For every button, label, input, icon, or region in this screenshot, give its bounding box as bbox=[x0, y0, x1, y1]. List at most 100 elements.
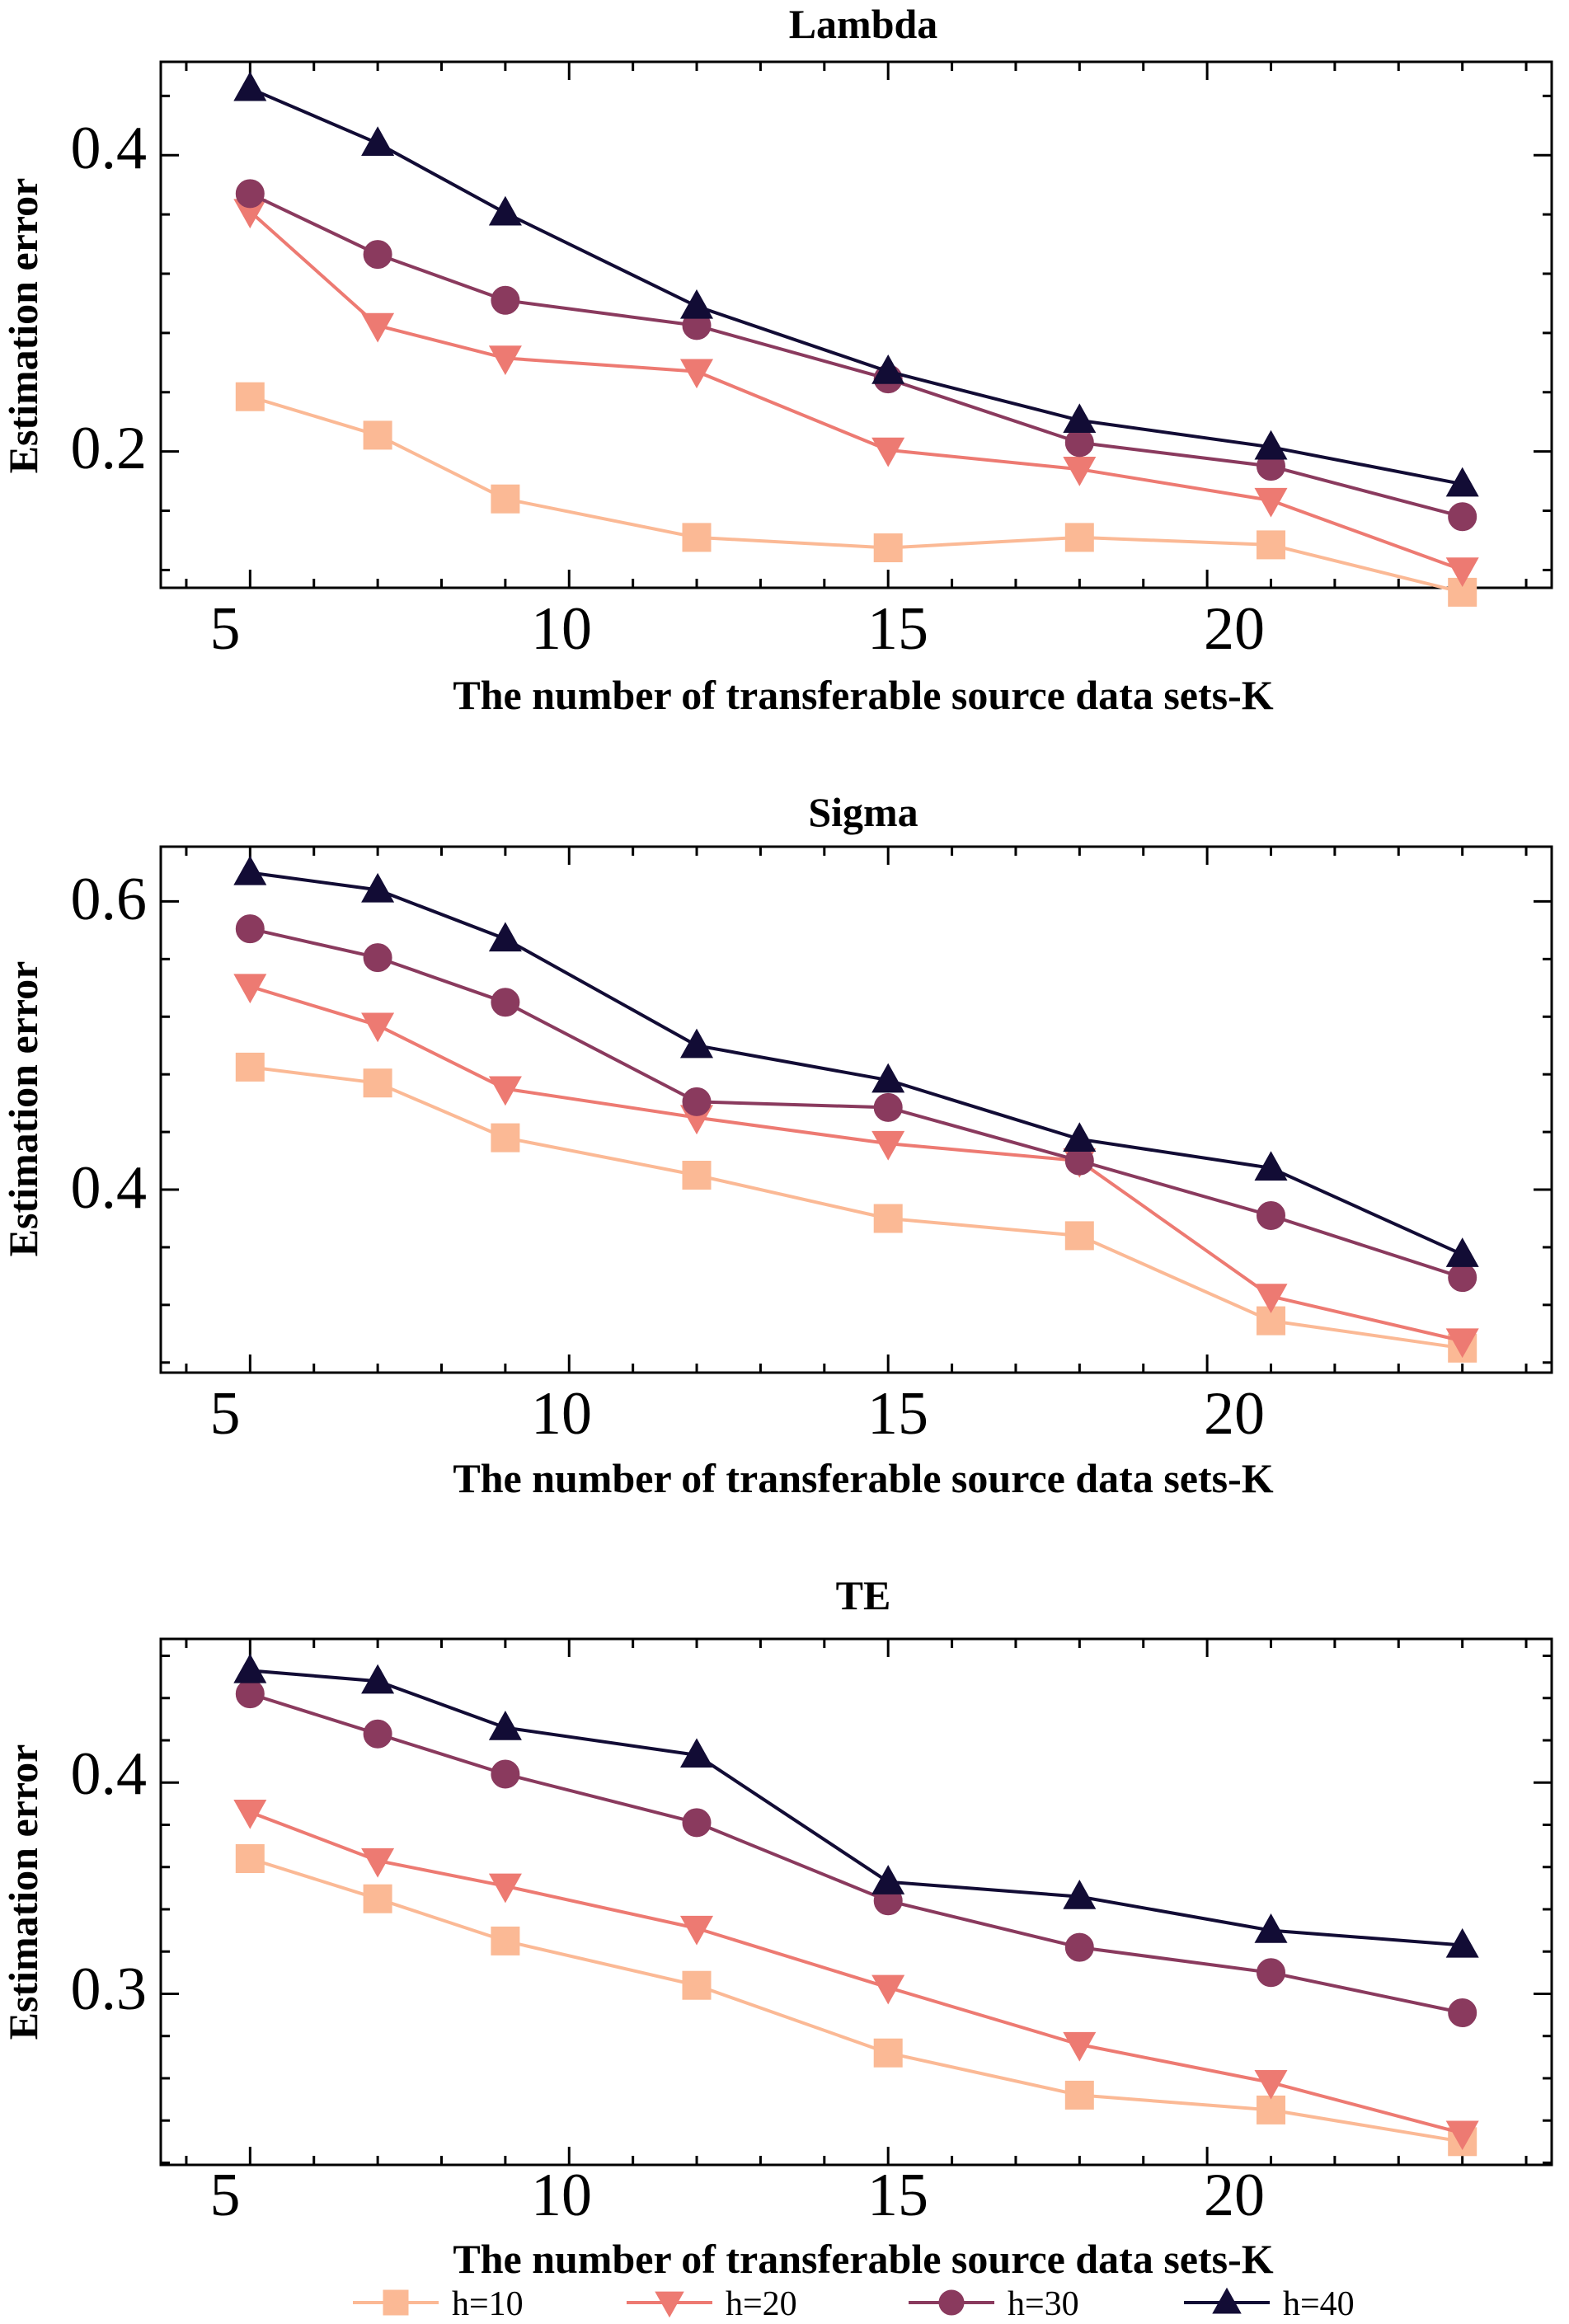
data-point bbox=[1063, 1880, 1097, 1909]
marker-circle bbox=[363, 943, 392, 973]
data-point bbox=[233, 1799, 267, 1829]
data-point bbox=[363, 943, 392, 973]
data-point bbox=[488, 195, 522, 226]
chart-title: Lambda bbox=[789, 1, 938, 47]
marker-triangle-up bbox=[1063, 403, 1097, 434]
data-point bbox=[235, 914, 265, 944]
marker-triangle-up bbox=[1063, 1880, 1097, 1909]
data-point bbox=[871, 354, 905, 384]
data-point bbox=[682, 1808, 712, 1838]
data-point bbox=[488, 922, 522, 952]
legend-marker bbox=[1212, 2287, 1242, 2314]
y-tick-label: 0.4 bbox=[71, 115, 148, 182]
marker-triangle-up bbox=[361, 1664, 395, 1694]
series-line-h=40 bbox=[250, 1669, 1463, 1947]
data-point bbox=[1257, 530, 1285, 560]
marker-triangle-down bbox=[1063, 2031, 1097, 2062]
series-layer bbox=[233, 1653, 1479, 2157]
marker-circle bbox=[491, 988, 520, 1017]
data-point bbox=[235, 1844, 265, 1873]
data-point bbox=[233, 71, 267, 101]
marker-square bbox=[235, 382, 265, 411]
marker-triangle-down bbox=[361, 1847, 395, 1878]
legend-marker-circle bbox=[938, 2289, 965, 2316]
marker-square bbox=[873, 533, 903, 562]
y-axis-label: Estimation error bbox=[0, 961, 46, 1257]
data-point bbox=[1448, 1263, 1477, 1293]
plot-frame bbox=[159, 60, 1553, 589]
legend-marker bbox=[938, 2289, 965, 2316]
chart-lambda: Lambda Estimation error The number of tr… bbox=[0, 1, 1553, 718]
legend-label: h=10 bbox=[452, 2285, 524, 2323]
marker-circle bbox=[235, 1679, 265, 1709]
marker-triangle-up bbox=[1254, 1913, 1288, 1943]
marker-square bbox=[491, 1123, 520, 1153]
data-point bbox=[871, 1974, 905, 2005]
legend-label: h=40 bbox=[1283, 2285, 1355, 2323]
marker-square bbox=[1257, 530, 1285, 560]
marker-triangle-up bbox=[871, 1063, 905, 1093]
data-point bbox=[679, 1028, 714, 1059]
marker-square bbox=[1064, 1221, 1094, 1251]
legend-marker-square bbox=[383, 2289, 409, 2316]
data-point bbox=[491, 1926, 520, 1955]
marker-square bbox=[873, 2038, 903, 2068]
marker-square bbox=[682, 1161, 712, 1190]
data-point bbox=[363, 1068, 392, 1098]
axis-ticks bbox=[161, 847, 1552, 1373]
data-point bbox=[491, 484, 520, 514]
marker-triangle-up bbox=[233, 855, 267, 885]
legend-marker bbox=[655, 2291, 684, 2318]
marker-square bbox=[682, 1970, 712, 2000]
data-point bbox=[488, 1711, 522, 1740]
data-point bbox=[363, 240, 392, 270]
data-point bbox=[491, 988, 520, 1017]
legend-item: h=10 bbox=[353, 2285, 524, 2323]
plot-frame bbox=[159, 845, 1553, 1374]
marker-triangle-down bbox=[361, 1012, 395, 1043]
data-point bbox=[871, 1130, 905, 1161]
data-point bbox=[1063, 403, 1097, 434]
marker-triangle-up bbox=[1445, 467, 1479, 497]
series-line-h=30 bbox=[249, 927, 1463, 1279]
data-point bbox=[361, 1012, 395, 1043]
data-point bbox=[1063, 457, 1097, 486]
marker-triangle-up bbox=[1445, 1927, 1479, 1958]
marker-triangle-up bbox=[679, 1028, 714, 1059]
data-point bbox=[361, 1664, 395, 1694]
marker-triangle-down bbox=[1445, 1328, 1479, 1359]
x-tick-label: 15 bbox=[867, 2162, 928, 2229]
series-layer bbox=[233, 855, 1479, 1363]
marker-triangle-down bbox=[679, 1915, 714, 1946]
data-point bbox=[871, 1063, 905, 1093]
data-point bbox=[1257, 2095, 1285, 2124]
marker-square bbox=[491, 1926, 520, 1955]
marker-triangle-down bbox=[233, 974, 267, 1004]
data-point bbox=[679, 1915, 714, 1946]
legend-marker-triangle-up bbox=[1212, 2287, 1242, 2314]
marker-triangle-up bbox=[1063, 1122, 1097, 1152]
x-axis-label: The number of transferable source data s… bbox=[453, 1455, 1273, 1501]
data-point bbox=[235, 179, 265, 209]
data-point bbox=[363, 420, 392, 450]
marker-triangle-up bbox=[871, 1865, 905, 1894]
chart-title: TE bbox=[836, 1572, 891, 1618]
data-point bbox=[873, 1092, 903, 1122]
data-point bbox=[488, 1873, 522, 1904]
data-point bbox=[871, 437, 905, 467]
y-tick-label: 0.4 bbox=[71, 1154, 148, 1222]
marker-triangle-down bbox=[871, 1974, 905, 2005]
data-point bbox=[873, 2038, 903, 2068]
marker-triangle-up bbox=[1254, 430, 1288, 460]
data-point bbox=[873, 533, 903, 562]
data-point bbox=[488, 345, 522, 375]
marker-triangle-down bbox=[1254, 487, 1288, 518]
y-axis-label: Estimation error bbox=[0, 178, 46, 474]
series-line-h=30 bbox=[249, 1692, 1463, 2015]
x-tick-label: 20 bbox=[1204, 1380, 1265, 1448]
x-tick-label: 5 bbox=[210, 595, 241, 663]
x-tick-label: 20 bbox=[1204, 595, 1265, 663]
data-point bbox=[679, 359, 714, 389]
marker-triangle-down bbox=[233, 1799, 267, 1829]
series-layer bbox=[233, 71, 1479, 607]
